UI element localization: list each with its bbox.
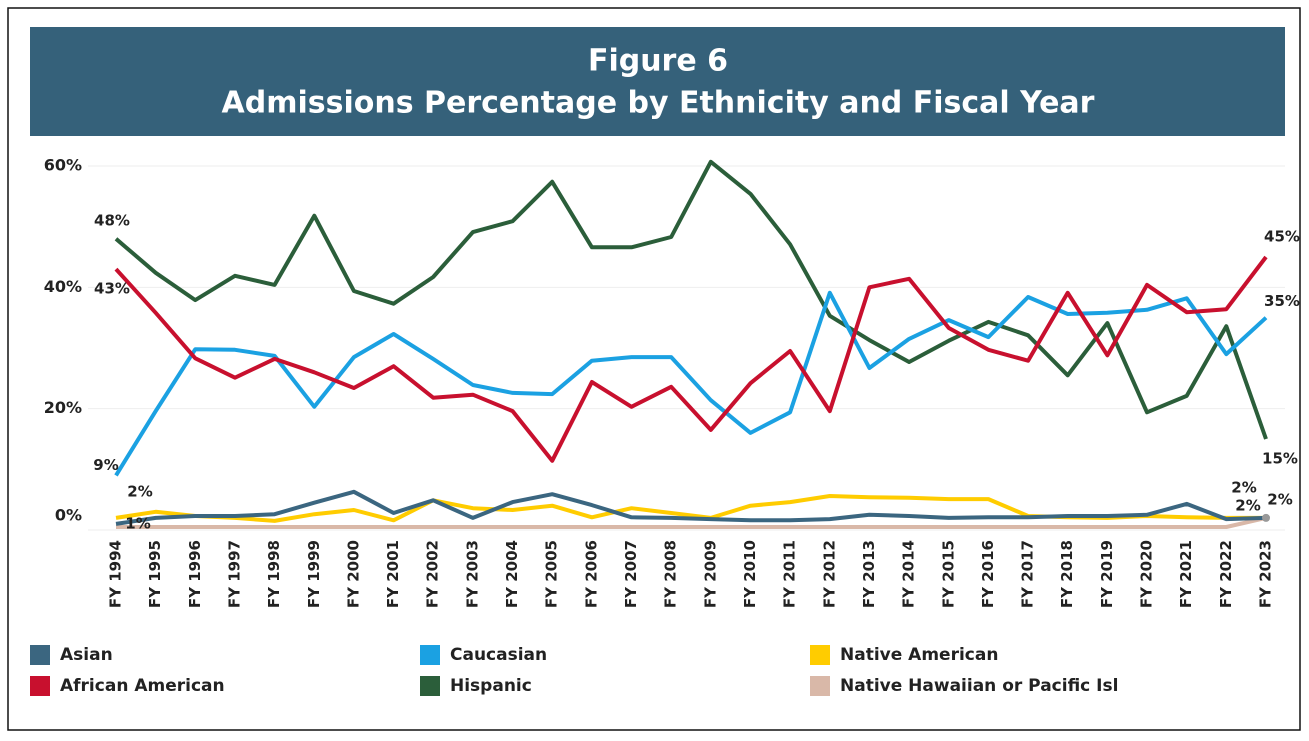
x-tick-label: FY 2018 <box>1058 540 1076 608</box>
x-tick-label: FY 2010 <box>741 540 759 608</box>
legend-label: African American <box>60 676 225 696</box>
data-label: 48% <box>94 211 130 229</box>
y-tick-label: 40% <box>44 277 82 296</box>
legend-swatch <box>30 645 50 665</box>
x-tick-label: FY 2002 <box>424 540 442 608</box>
data-label: 15% <box>1262 450 1298 468</box>
legend-label: Caucasian <box>450 645 547 665</box>
x-tick-label: FY 2003 <box>463 540 481 608</box>
x-tick-label: FY 1995 <box>146 540 164 608</box>
series-line <box>116 515 1267 529</box>
x-tick-label: FY 2000 <box>344 540 362 608</box>
x-tick-label: FY 2001 <box>384 540 402 608</box>
x-tick-label: FY 1998 <box>265 540 283 608</box>
legend-swatch <box>810 676 830 696</box>
x-tick-label: FY 2013 <box>860 540 878 608</box>
data-label: 43% <box>94 280 130 298</box>
legend-label: Native Hawaiian or Pacific Isl <box>840 676 1118 696</box>
legend-label: Asian <box>60 645 113 665</box>
chart-subtitle: Admissions Percentage by Ethnicity and F… <box>222 86 1095 121</box>
x-tick-label: FY 2012 <box>820 540 838 608</box>
x-tick-label: FY 2020 <box>1138 540 1156 608</box>
x-tick-label: FY 2005 <box>543 540 561 608</box>
data-label: 2% <box>127 482 152 500</box>
data-label: 35% <box>1264 292 1300 310</box>
y-tick-label: 60% <box>44 156 82 175</box>
x-tick-label: FY 2021 <box>1177 540 1195 608</box>
end-dot <box>1262 513 1270 522</box>
x-tick-label: FY 2007 <box>622 540 640 608</box>
legend-label: Native American <box>840 645 998 665</box>
chart-title: Figure 6 <box>588 44 728 79</box>
title-banner <box>30 27 1285 136</box>
x-tick-label: FY 1999 <box>305 540 323 608</box>
series-line <box>114 255 1268 463</box>
legend-swatch <box>810 645 830 665</box>
x-tick-label: FY 2008 <box>662 540 680 608</box>
x-tick-label: FY 1997 <box>225 540 243 608</box>
x-tick-label: FY 2011 <box>781 540 799 608</box>
legend-swatch <box>420 676 440 696</box>
x-tick-label: FY 2006 <box>582 540 600 608</box>
x-tick-label: FY 2014 <box>900 540 918 608</box>
x-tick-label: FY 2022 <box>1217 540 1235 608</box>
series-line <box>114 290 1268 477</box>
legend-swatch <box>420 645 440 665</box>
x-tick-label: FY 2023 <box>1257 540 1275 608</box>
x-tick-label: FY 2019 <box>1098 540 1116 608</box>
series-line <box>115 489 1267 526</box>
x-tick-label: FY 2016 <box>979 540 997 608</box>
data-label: 45% <box>1264 228 1300 246</box>
x-tick-label: FY 1996 <box>186 540 204 608</box>
x-tick-label: FY 2017 <box>1019 540 1037 608</box>
series-line <box>114 159 1268 440</box>
data-label: 9% <box>93 456 118 474</box>
legend-swatch <box>30 676 50 696</box>
y-tick-label: 0% <box>55 506 82 525</box>
data-label: 2% <box>1231 478 1256 496</box>
x-tick-label: FY 1994 <box>107 540 125 608</box>
data-label: 1% <box>125 514 150 532</box>
x-tick-label: FY 2009 <box>701 540 719 608</box>
data-label: 2% <box>1235 496 1260 514</box>
legend-label: Hispanic <box>450 676 532 696</box>
x-tick-label: FY 2015 <box>939 540 957 608</box>
x-tick-label: FY 2004 <box>503 540 521 608</box>
data-label: 2% <box>1267 490 1292 508</box>
y-tick-label: 20% <box>44 398 82 417</box>
